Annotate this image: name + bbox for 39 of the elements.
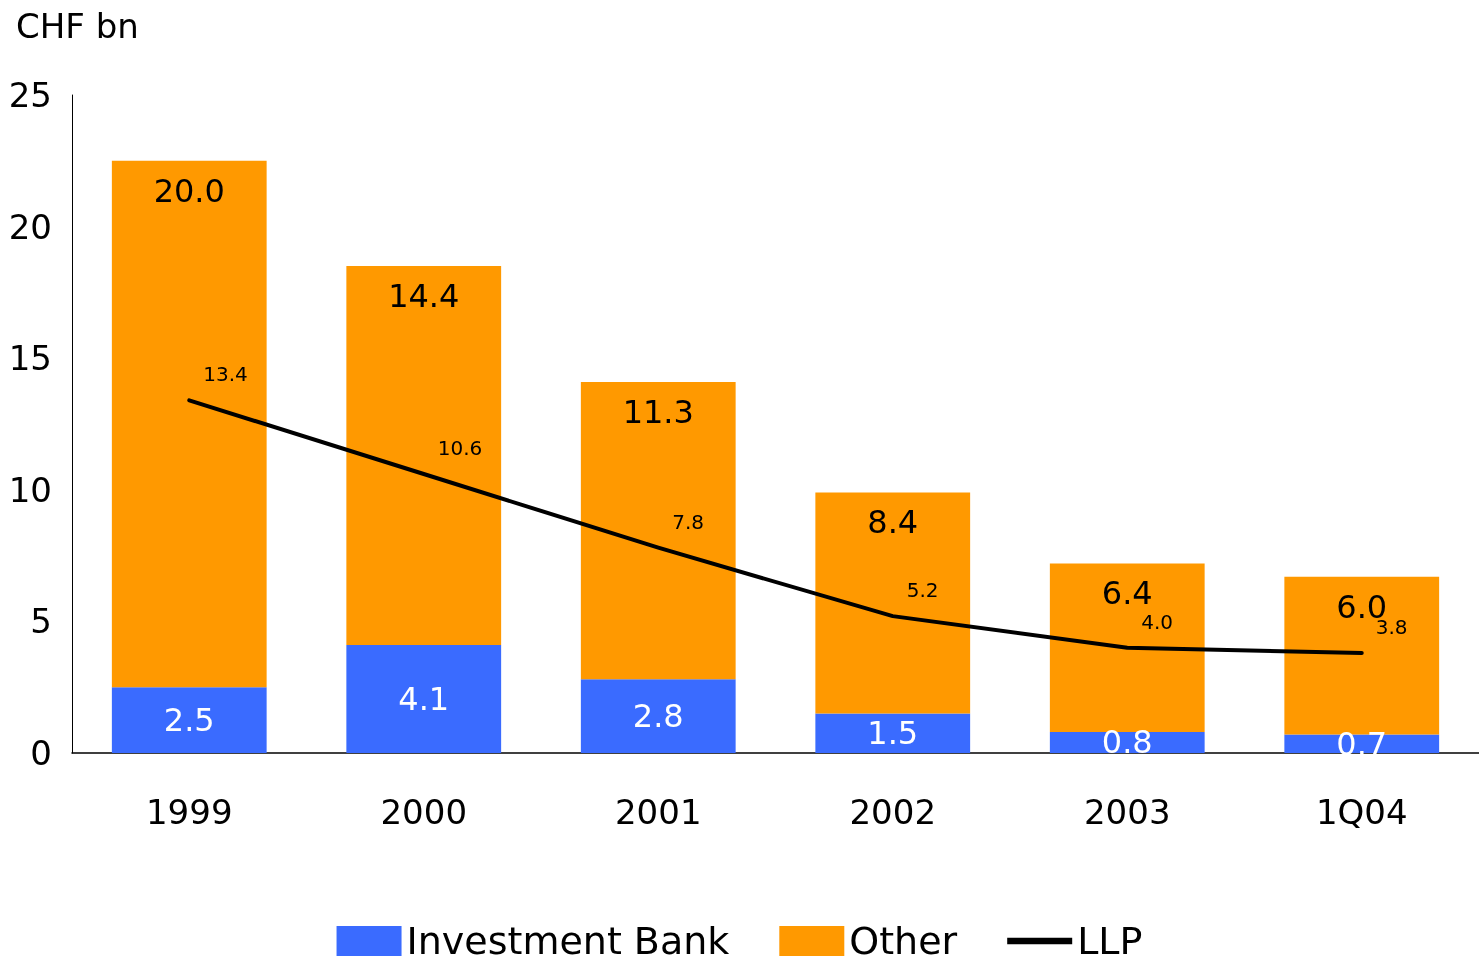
data-label: 0.8	[1101, 723, 1153, 762]
legend-label: Investment Bank	[406, 919, 730, 963]
data-label: 20.0	[153, 171, 225, 210]
bar	[111, 687, 267, 753]
x-tick-label: 2000	[380, 792, 468, 832]
bar	[111, 160, 267, 688]
x-tick-label: 2001	[614, 792, 702, 832]
y-tick-label: 10	[8, 469, 52, 510]
data-label: 2.5	[163, 701, 215, 740]
y-axis-title: CHF bn	[16, 6, 139, 46]
y-tick-label: 20	[8, 206, 52, 247]
data-label: 0.7	[1336, 724, 1388, 763]
legend-label: LLP	[1077, 919, 1143, 963]
data-label: 10.6	[437, 436, 483, 461]
data-label: 1.5	[867, 714, 919, 753]
bar	[580, 679, 736, 753]
y-tick-label: 0	[30, 733, 52, 773]
y-tick-label: 25	[8, 75, 52, 115]
bar	[580, 381, 736, 680]
legend-label: Other	[849, 919, 958, 963]
data-label: 7.8	[672, 509, 705, 534]
data-label: 2.8	[632, 697, 684, 736]
bar	[815, 713, 971, 753]
bar	[815, 492, 971, 714]
data-label: 13.4	[203, 362, 248, 387]
bar	[346, 645, 502, 753]
bar	[1049, 563, 1205, 732]
bar	[346, 266, 502, 646]
data-label: 11.3	[622, 392, 694, 431]
x-tick-label: 1999	[145, 792, 233, 832]
x-tick-label: 2002	[849, 792, 937, 832]
data-label: 4.1	[398, 680, 450, 719]
y-tick-label: 5	[30, 601, 52, 642]
data-label: 8.4	[867, 503, 919, 542]
data-label: 14.4	[388, 277, 460, 316]
y-tick-label: 15	[8, 338, 52, 379]
x-tick-label: 2003	[1083, 792, 1171, 832]
data-label: 5.2	[906, 578, 939, 603]
x-tick-label: 1Q04	[1315, 792, 1408, 832]
